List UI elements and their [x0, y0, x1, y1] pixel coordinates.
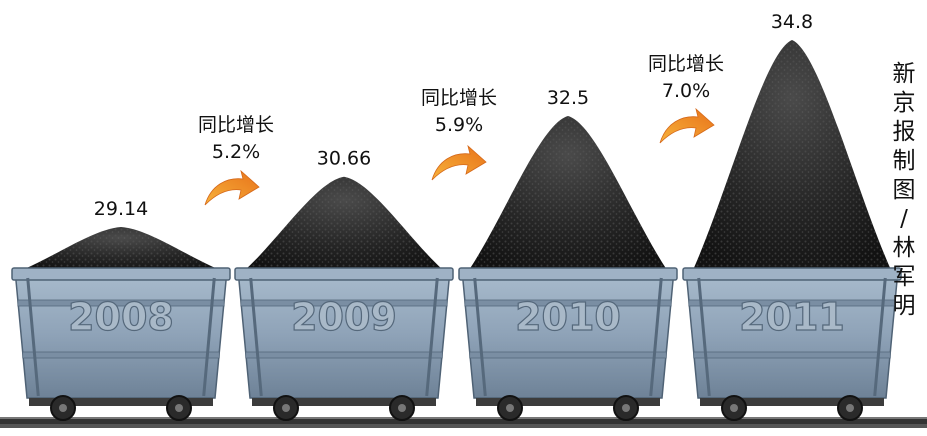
- cart-chassis-2009: [252, 398, 436, 406]
- cart-rib-2010-1: [649, 277, 663, 397]
- value-label-2011: 34.8: [771, 11, 813, 33]
- value-label-2008: 29.14: [94, 198, 148, 220]
- credit-char: 新: [892, 61, 916, 87]
- growth-value-1: 5.9%: [435, 114, 483, 136]
- growth-arrow-icon-1: [431, 144, 487, 181]
- cart-chassis-2008: [29, 398, 213, 406]
- cart-rib-2011-1: [873, 277, 887, 397]
- cart-chassis-2011: [700, 398, 884, 406]
- growth-value-0: 5.2%: [212, 141, 260, 163]
- cart-rim-2008: [11, 267, 231, 281]
- value-label-2009: 30.66: [317, 148, 371, 170]
- wheel-hub-2008-0: [59, 404, 67, 412]
- wheel-hub-2010-1: [622, 404, 630, 412]
- coal-pile-texture-2008: [22, 226, 220, 270]
- cart-rib-2009-1: [425, 277, 439, 397]
- cart-band-2011-1: [693, 351, 891, 359]
- credit-char: 图: [892, 177, 916, 203]
- category-label-2009: 2009: [291, 295, 397, 339]
- category-label-2010: 2010: [515, 295, 621, 339]
- credit: 新京报制图 / 林军明: [888, 60, 920, 321]
- credit-char: 京: [892, 90, 916, 116]
- cart-band-2009-0: [240, 299, 448, 307]
- cart-rim-2010: [458, 267, 678, 281]
- coal-pile-texture-2009: [245, 176, 443, 270]
- wheel-hub-2011-0: [730, 404, 738, 412]
- credit-char: 报: [892, 119, 916, 145]
- cart-rib-2008-1: [202, 277, 216, 397]
- rail-highlight: [0, 417, 927, 419]
- cart-rib-2011-0: [697, 277, 711, 397]
- wheel-hub-2009-0: [282, 404, 290, 412]
- growth-label-0: 同比增长: [198, 114, 274, 136]
- cart-band-2009-1: [245, 351, 443, 359]
- category-label-2008: 2008: [68, 295, 174, 339]
- rail-base: [0, 424, 927, 428]
- cart-rib-2009-0: [249, 277, 263, 397]
- cart-band-2010-1: [469, 351, 667, 359]
- growth-arrow-icon-0: [204, 169, 260, 206]
- wheel-hub-2011-1: [846, 404, 854, 412]
- labels-layer: 29.14 30.66 32.5 34.8 同比增长 5.2% 同比增长 5.9% 同比增长 7.…: [94, 11, 813, 220]
- growth-value-2: 7.0%: [662, 80, 710, 102]
- coal-pile-texture-2011: [693, 40, 891, 270]
- credit-char: 明: [892, 293, 916, 319]
- cart-rib-2010-0: [473, 277, 487, 397]
- carts-layer: 2008 2009 2010 2011: [11, 40, 902, 421]
- cart-band-2011-0: [688, 299, 896, 307]
- cart-rim-2009: [234, 267, 454, 281]
- growth-label-2: 同比增长: [648, 53, 724, 75]
- cart-rib-2008-0: [26, 277, 40, 397]
- cart-band-2008-0: [17, 299, 225, 307]
- credit-char: 制: [892, 148, 916, 174]
- credit-char: 林: [892, 235, 916, 261]
- cart-chassis-2010: [476, 398, 660, 406]
- wheel-hub-2008-1: [175, 404, 183, 412]
- value-label-2010: 32.5: [547, 87, 589, 109]
- growth-label-1: 同比增长: [421, 87, 497, 109]
- credit-char: 军: [892, 264, 916, 290]
- credit-char: /: [900, 206, 908, 232]
- cart-band-2008-1: [22, 351, 220, 359]
- cart-rim-2011: [682, 267, 902, 281]
- rail: [0, 417, 927, 424]
- coal-pile-texture-2010: [469, 115, 667, 270]
- wheel-hub-2010-0: [506, 404, 514, 412]
- arrows-layer: [204, 107, 715, 206]
- cart-band-2010-0: [464, 299, 672, 307]
- wheel-hub-2009-1: [398, 404, 406, 412]
- growth-arrow-icon-2: [659, 107, 715, 144]
- category-label-2011: 2011: [739, 295, 845, 339]
